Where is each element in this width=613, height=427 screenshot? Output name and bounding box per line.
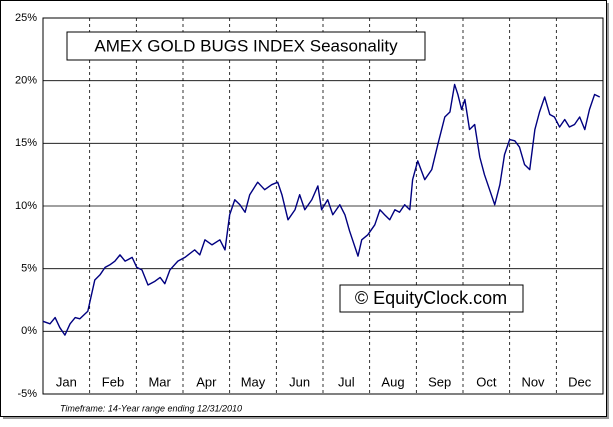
y-tick-label: 5% — [21, 263, 37, 275]
y-tick-label: -5% — [17, 388, 37, 400]
x-tick-label: Mar — [148, 374, 171, 389]
x-tick-label: Sep — [428, 374, 451, 389]
grid — [43, 17, 603, 395]
plot-border — [42, 17, 604, 395]
x-tick-label: May — [241, 374, 266, 389]
x-tick-label: Nov — [521, 374, 545, 389]
frame — [0, 0, 607, 417]
x-tick-label: Dec — [568, 374, 592, 389]
x-tick-label: Jul — [338, 374, 355, 389]
x-tick-label: Jun — [289, 374, 310, 389]
x-tick-label: Jan — [56, 374, 77, 389]
footnote: Timeframe: 14-Year range ending 12/31/20… — [60, 403, 242, 413]
y-tick-label: 25% — [15, 12, 37, 24]
watermark-box — [339, 284, 524, 313]
data-line — [42, 83, 601, 336]
series — [42, 83, 601, 336]
y-tick-label: 15% — [15, 137, 37, 149]
title-box — [66, 31, 426, 61]
watermark: © EquityClock.com — [355, 288, 507, 308]
y-tick-label: 0% — [21, 325, 37, 337]
x-tick-label: Feb — [102, 374, 124, 389]
chart-title: AMEX GOLD BUGS INDEX Seasonality — [94, 36, 398, 55]
x-tick-label: Apr — [196, 374, 217, 389]
y-tick-label: 10% — [15, 200, 37, 212]
x-tick-label: Oct — [476, 374, 497, 389]
y-tick-label: 20% — [15, 75, 37, 87]
x-tick-label: Aug — [381, 374, 404, 389]
